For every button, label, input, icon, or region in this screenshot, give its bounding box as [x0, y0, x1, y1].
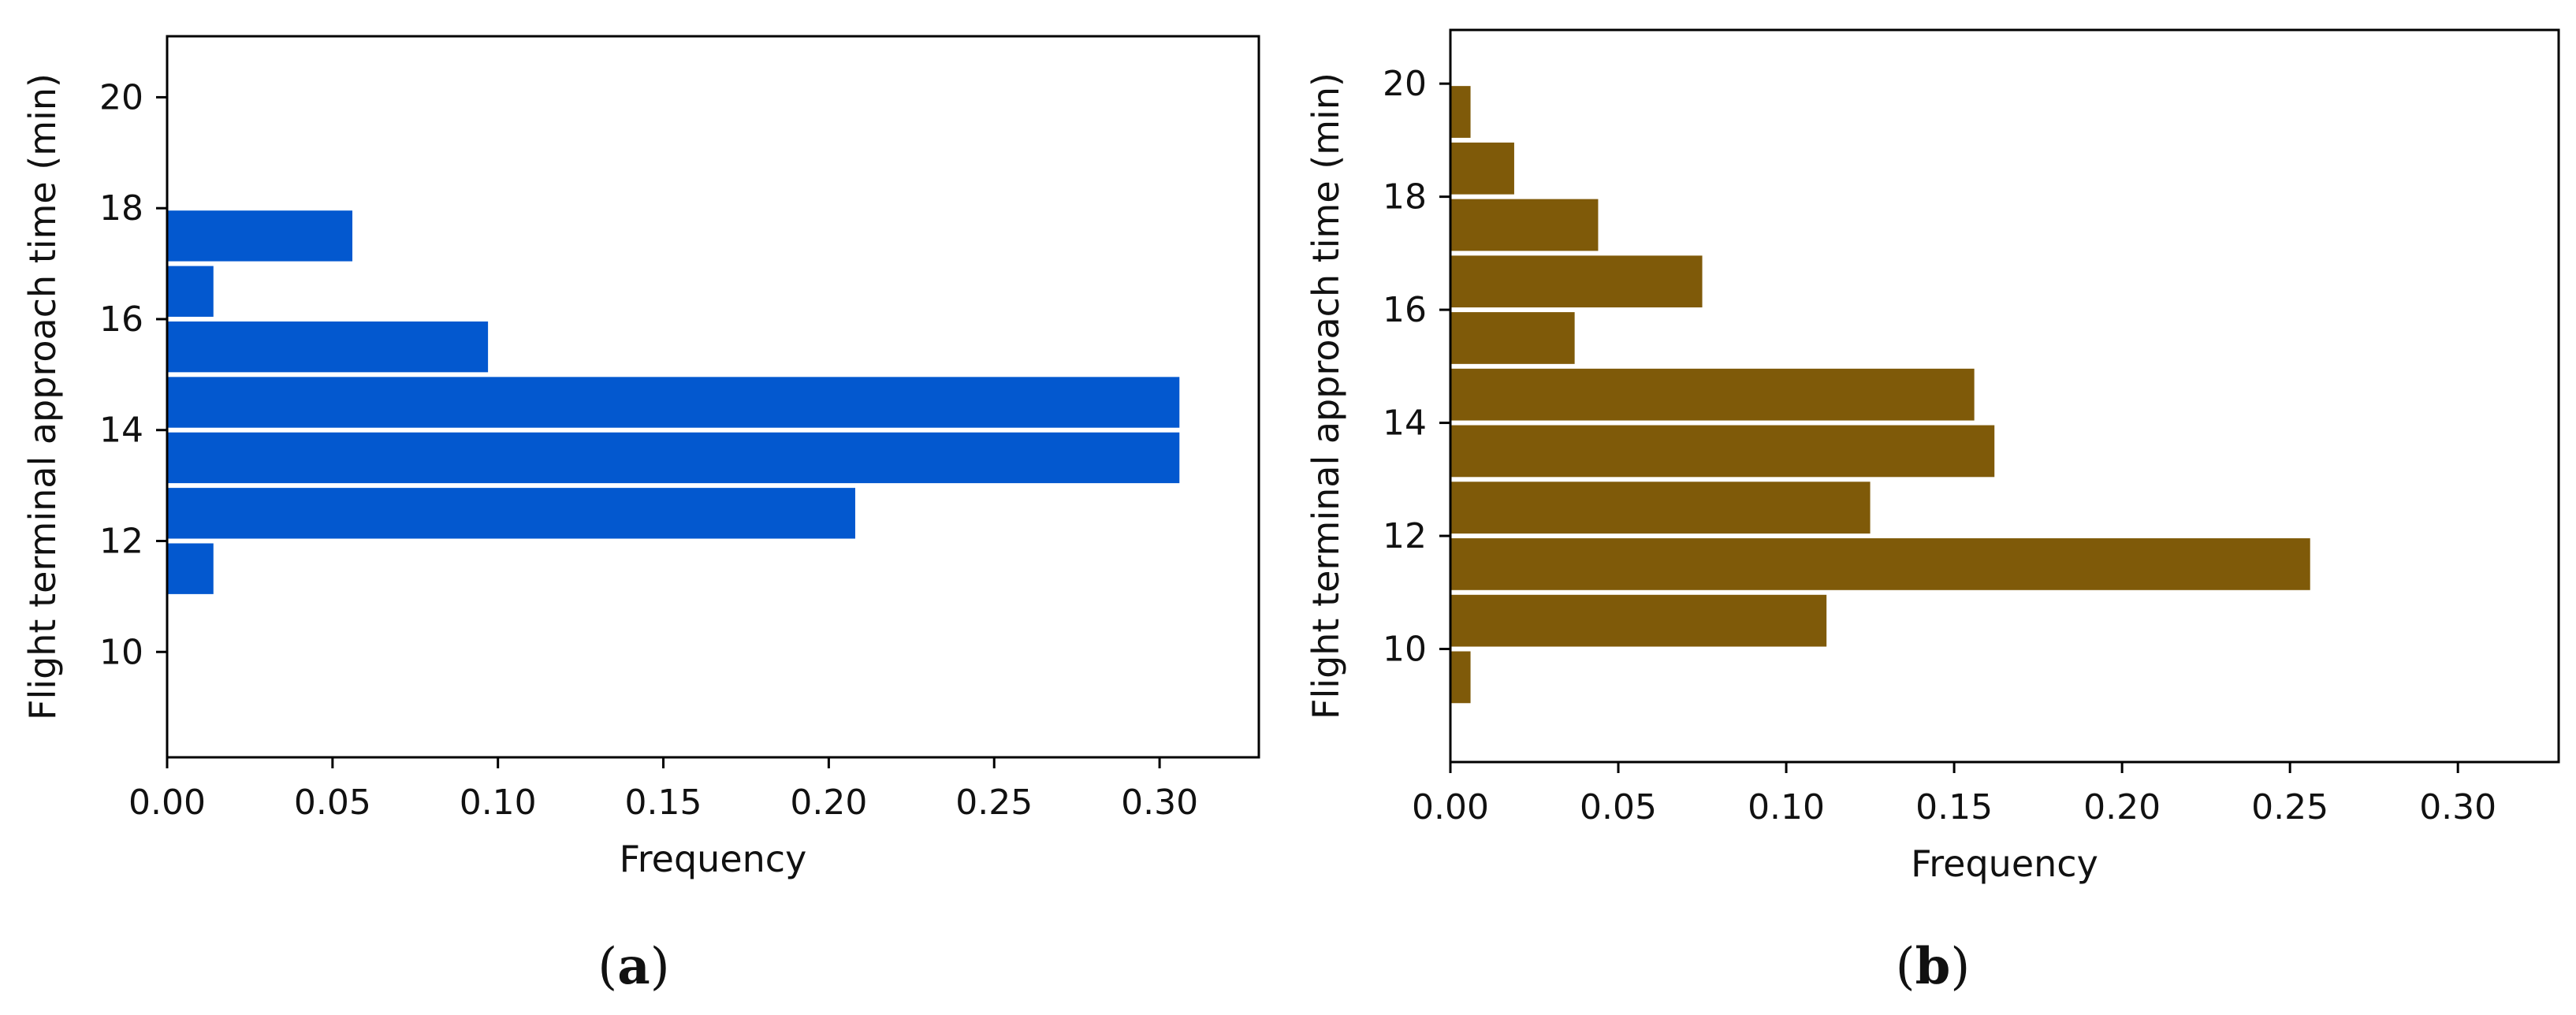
caption-letter-b: b: [1915, 937, 1951, 996]
bar-b-17-18: [1450, 199, 1599, 251]
y-tick-label-a-0: 10: [99, 632, 143, 672]
y-tick-label-b-0: 10: [1383, 630, 1427, 670]
y-axis-label-a: Flight terminal approach time (min): [21, 73, 64, 720]
x-tick-label-a-6: 0.30: [1121, 783, 1198, 823]
panel-caption-a: (a): [597, 937, 669, 996]
x-axis-label-a: Frequency: [620, 838, 807, 880]
bars-group-a: [167, 210, 1180, 594]
bar-a-16-17: [167, 266, 214, 317]
x-tick-label-a-2: 0.10: [460, 783, 537, 823]
y-tick-label-b-2: 14: [1383, 403, 1427, 444]
x-tick-label-a-1: 0.05: [294, 783, 371, 823]
y-tick-label-b-4: 18: [1383, 177, 1427, 217]
bar-b-16-17: [1450, 255, 1703, 308]
bar-b-18-19: [1450, 142, 1514, 195]
bar-a-12-13: [167, 488, 855, 539]
x-ticks-b: 0.00 0.05 0.10 0.15 0.20 0.25 0.30: [1412, 762, 2496, 827]
x-tick-label-a-3: 0.15: [625, 783, 702, 823]
y-ticks-a: 10 12 14 16 18 20: [99, 77, 167, 672]
chart-panel-a: 0.00 0.05 0.10 0.15 0.20 0.25 0.30 10 12 14 16 18 2…: [21, 35, 1260, 996]
y-tick-label-a-1: 12: [99, 522, 143, 562]
y-tick-label-a-5: 20: [99, 77, 143, 117]
bar-b-11-12: [1450, 538, 2310, 590]
x-tick-label-b-1: 0.05: [1580, 787, 1657, 827]
bar-a-14-15: [167, 377, 1180, 428]
x-tick-label-b-2: 0.10: [1748, 787, 1825, 827]
y-tick-label-a-2: 14: [99, 411, 143, 451]
bar-a-13-14: [167, 432, 1180, 484]
plot-frame-b: [1449, 28, 2560, 764]
bar-b-12-13: [1450, 481, 1871, 534]
bar-b-19-20: [1450, 86, 1471, 138]
caption-close-paren-b: ): [1950, 938, 1970, 996]
x-tick-label-a-4: 0.20: [790, 783, 867, 823]
caption-open-paren-a: (: [597, 938, 617, 996]
x-tick-label-b-3: 0.15: [1915, 787, 1993, 827]
x-tick-label-b-4: 0.20: [2083, 787, 2161, 827]
bar-a-15-16: [167, 321, 489, 373]
caption-close-paren-a: ): [650, 938, 670, 996]
bar-b-9-10: [1450, 651, 1471, 704]
bar-a-11-12: [167, 543, 214, 594]
plot-frame-a: [166, 35, 1260, 759]
panel-caption-b: (b): [1896, 937, 1971, 996]
x-ticks-a: 0.00 0.05 0.10 0.15 0.20 0.25 0.30: [128, 757, 1198, 823]
y-ticks-b: 10 12 14 16 18 20: [1383, 64, 1450, 670]
y-tick-label-b-5: 20: [1383, 64, 1427, 104]
x-tick-label-a-0: 0.00: [128, 783, 206, 823]
y-axis-label-b: Flight terminal approach time (min): [1305, 72, 1347, 719]
y-tick-label-a-4: 18: [99, 188, 143, 229]
y-tick-label-b-3: 16: [1383, 290, 1427, 330]
bars-group-b: [1450, 86, 2310, 704]
y-tick-label-a-3: 16: [99, 299, 143, 340]
bar-b-13-14: [1450, 425, 1995, 478]
bar-a-17-18: [167, 210, 353, 262]
caption-open-paren-b: (: [1896, 938, 1915, 996]
chart-panel-b: 0.00 0.05 0.10 0.15 0.20 0.25 0.30 10 12 14 16 18 2…: [1305, 28, 2560, 996]
x-tick-label-b-5: 0.25: [2251, 787, 2328, 827]
x-tick-label-a-5: 0.25: [955, 783, 1033, 823]
x-axis-label-b: Frequency: [1911, 842, 2098, 885]
x-tick-label-b-0: 0.00: [1412, 787, 1489, 827]
y-tick-label-b-1: 12: [1383, 516, 1427, 556]
bar-b-14-15: [1450, 368, 1975, 421]
bar-b-10-11: [1450, 594, 1827, 647]
x-tick-label-b-6: 0.30: [2419, 787, 2496, 827]
caption-letter-a: a: [617, 937, 650, 996]
bar-b-15-16: [1450, 312, 1575, 364]
